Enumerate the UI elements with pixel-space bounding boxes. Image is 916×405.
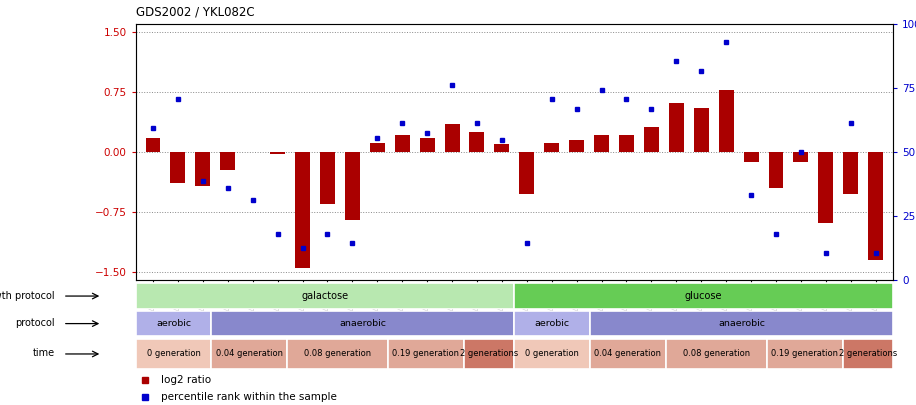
Text: 0.08 generation: 0.08 generation bbox=[304, 350, 371, 358]
Text: aerobic: aerobic bbox=[156, 319, 191, 328]
Text: GDS2002 / YKL082C: GDS2002 / YKL082C bbox=[136, 5, 255, 18]
Bar bbox=[136, 311, 212, 336]
Text: 0.08 generation: 0.08 generation bbox=[682, 350, 750, 358]
Text: 2 generations: 2 generations bbox=[460, 350, 518, 358]
Bar bbox=[170, 152, 185, 183]
Text: glucose: glucose bbox=[685, 291, 723, 301]
Bar bbox=[146, 138, 160, 152]
Bar bbox=[420, 138, 434, 152]
Bar bbox=[843, 339, 893, 369]
Bar bbox=[470, 132, 485, 152]
Bar bbox=[644, 127, 659, 152]
Bar bbox=[395, 135, 409, 152]
Text: anaerobic: anaerobic bbox=[718, 319, 765, 328]
Bar bbox=[693, 108, 709, 152]
Bar bbox=[212, 311, 514, 336]
Text: growth protocol: growth protocol bbox=[0, 290, 55, 301]
Bar bbox=[220, 152, 235, 170]
Text: log2 ratio: log2 ratio bbox=[161, 375, 212, 385]
Bar bbox=[519, 152, 534, 194]
Bar bbox=[868, 152, 883, 260]
Bar bbox=[136, 284, 515, 309]
Bar bbox=[514, 284, 893, 309]
Bar bbox=[619, 135, 634, 152]
Text: 0.19 generation: 0.19 generation bbox=[771, 350, 838, 358]
Bar bbox=[495, 144, 509, 152]
Bar bbox=[590, 339, 666, 369]
Bar bbox=[388, 339, 463, 369]
Bar bbox=[767, 339, 843, 369]
Bar bbox=[320, 152, 335, 204]
Bar bbox=[287, 339, 388, 369]
Text: 2 generations: 2 generations bbox=[839, 350, 897, 358]
Bar bbox=[669, 103, 683, 152]
Bar bbox=[844, 152, 858, 194]
Bar bbox=[212, 339, 287, 369]
Text: 0.19 generation: 0.19 generation bbox=[392, 350, 460, 358]
Bar bbox=[569, 140, 584, 152]
Text: 0.04 generation: 0.04 generation bbox=[215, 350, 283, 358]
Bar bbox=[270, 152, 285, 154]
Bar bbox=[666, 339, 767, 369]
Bar bbox=[195, 152, 211, 186]
Bar bbox=[370, 143, 385, 152]
Bar bbox=[295, 152, 310, 268]
Bar bbox=[594, 135, 609, 152]
Text: anaerobic: anaerobic bbox=[339, 319, 387, 328]
Bar bbox=[590, 311, 893, 336]
Text: aerobic: aerobic bbox=[535, 319, 570, 328]
Bar bbox=[136, 339, 212, 369]
Text: 0 generation: 0 generation bbox=[525, 350, 579, 358]
Text: 0.04 generation: 0.04 generation bbox=[594, 350, 661, 358]
Bar bbox=[444, 124, 460, 152]
Text: galactose: galactose bbox=[301, 291, 348, 301]
Bar bbox=[345, 152, 360, 220]
Text: 0 generation: 0 generation bbox=[147, 350, 201, 358]
Bar bbox=[544, 143, 559, 152]
Bar bbox=[514, 339, 590, 369]
Bar bbox=[818, 152, 834, 223]
Bar bbox=[744, 152, 758, 162]
Bar bbox=[514, 311, 590, 336]
Bar bbox=[719, 90, 734, 152]
Text: percentile rank within the sample: percentile rank within the sample bbox=[161, 392, 337, 403]
Text: protocol: protocol bbox=[16, 318, 55, 328]
Bar bbox=[793, 152, 809, 162]
Text: time: time bbox=[33, 348, 55, 358]
Bar bbox=[769, 152, 783, 188]
Bar bbox=[463, 339, 514, 369]
